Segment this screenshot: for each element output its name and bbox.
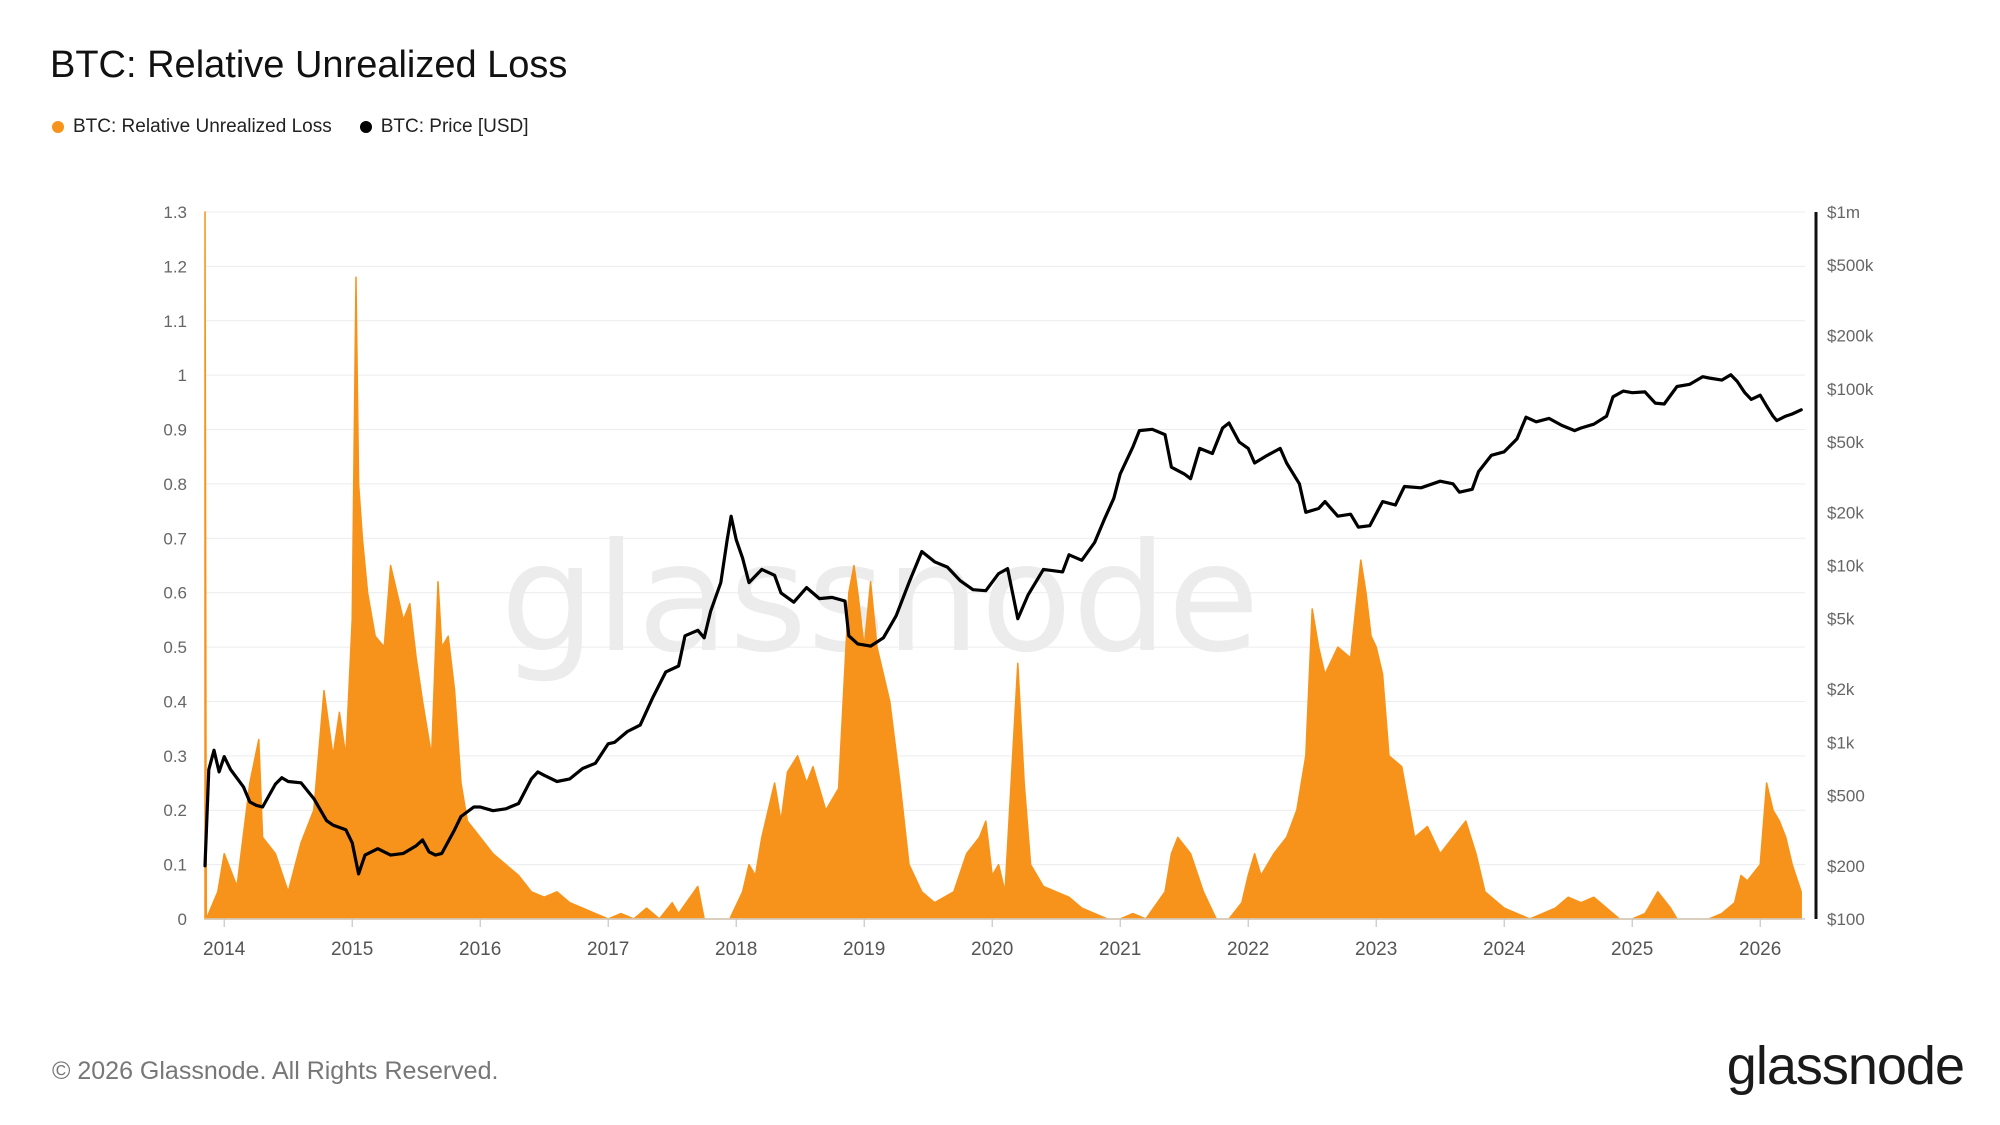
y-right-tick-label: $20k [1827,503,1864,522]
x-tick-label: 2023 [1355,939,1397,960]
y-right-tick-label: $2k [1827,680,1855,699]
legend-label-price: BTC: Price [USD] [380,116,529,137]
y-left-tick-label: 1.1 [163,312,187,331]
y-left-tick-label: 0 [178,910,187,929]
page-title: BTC: Relative Unrealized Loss [50,44,568,86]
x-tick-label: 2024 [1483,939,1526,960]
x-tick-label: 2018 [715,939,757,960]
unrealized-loss-area [204,211,1802,920]
x-tick-label: 2014 [203,939,246,960]
legend-swatch-price [359,121,372,133]
price-line [203,373,1803,876]
y-right-tick-label: $5k [1827,610,1855,629]
y-right-tick-label: $100 [1827,910,1865,929]
y-left-tick-label: 0.6 [163,584,187,603]
y-right-tick-label: $200k [1827,327,1874,346]
y-right-tick-label: $500 [1827,786,1865,805]
y-left-tick-label: 0.9 [163,421,187,440]
y-left-tick-label: 0.7 [163,529,187,548]
price-line-layer [203,373,1803,876]
brand-logo: glassnode [1726,1036,1965,1096]
unrealized-loss-area-layer [204,211,1802,920]
y-right-tick-label: $1k [1827,733,1855,752]
x-tick-label: 2025 [1611,939,1653,960]
x-tick-label: 2015 [331,939,373,960]
y-right-tick-label: $100k [1827,380,1874,399]
chart-legend: BTC: Relative Unrealized Loss BTC: Price… [52,116,529,138]
y-right-tick-label: $200 [1827,857,1865,876]
x-tick-label: 2026 [1739,939,1781,960]
y-left-tick-label: 0.4 [163,692,187,711]
y-left-tick-label: 0.8 [163,475,187,494]
y-left-tick-label: 0.1 [163,856,187,875]
axes: 0 0.1 0.2 0.3 0.4 0.5 0.6 0.7 0.8 0.9 1 1.1 1.2 1.3 $1… [163,203,1873,960]
y-left-tick-label: 0.5 [163,638,187,657]
y-right-tick-label: $1m [1827,203,1860,222]
x-tick-label: 2017 [587,939,629,960]
y-right-tick-label: $50k [1827,433,1864,452]
x-tick-label: 2019 [843,939,885,960]
copyright-footer: © 2026 Glassnode. All Rights Reserved. [52,1057,499,1085]
y-left-tick-label: 0.3 [163,747,187,766]
x-tick-label: 2022 [1227,939,1269,960]
y-left-tick-label: 1.3 [163,203,187,222]
x-tick-label: 2016 [459,939,501,960]
y-right-tick-label: $500k [1827,256,1874,275]
legend-item-unrealized-loss[interactable]: BTC: Relative Unrealized Loss [52,116,332,138]
legend-label-unrealized-loss: BTC: Relative Unrealized Loss [73,116,332,137]
y-right-tick-label: $10k [1827,557,1864,576]
y-left-tick-label: 0.2 [163,801,187,820]
x-tick-label: 2021 [1099,939,1141,960]
y-left-tick-label: 1 [178,366,187,385]
y-left-tick-label: 1.2 [163,257,187,276]
legend-item-price[interactable]: BTC: Price [USD] [359,116,529,138]
legend-swatch-unrealized-loss [52,121,64,133]
x-tick-label: 2020 [971,939,1013,960]
